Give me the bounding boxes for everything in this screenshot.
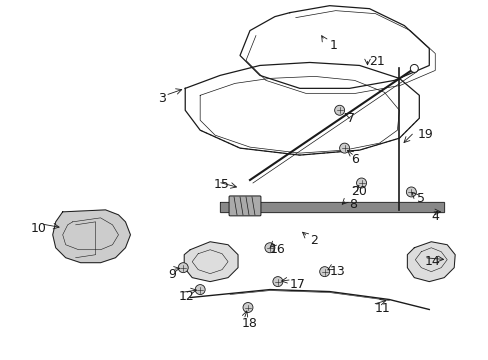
Circle shape: [339, 143, 349, 153]
Text: 12: 12: [178, 289, 194, 302]
Circle shape: [243, 302, 252, 312]
Text: 5: 5: [416, 192, 425, 205]
Circle shape: [409, 64, 417, 72]
Text: 17: 17: [289, 278, 305, 291]
Circle shape: [195, 285, 205, 294]
Text: 19: 19: [416, 128, 432, 141]
Circle shape: [406, 187, 415, 197]
Polygon shape: [53, 210, 130, 263]
Text: 1: 1: [329, 39, 337, 51]
Text: 9: 9: [168, 268, 176, 281]
Text: 18: 18: [242, 318, 257, 330]
Text: 21: 21: [369, 55, 385, 68]
Text: 15: 15: [214, 178, 229, 191]
Text: 2: 2: [309, 234, 317, 247]
Circle shape: [178, 263, 188, 273]
Polygon shape: [220, 202, 443, 212]
Text: 10: 10: [31, 222, 47, 235]
Text: 4: 4: [430, 210, 438, 223]
Text: 13: 13: [329, 265, 345, 278]
Text: 14: 14: [424, 255, 439, 268]
Text: 11: 11: [374, 302, 389, 315]
FancyBboxPatch shape: [228, 196, 261, 216]
Circle shape: [319, 267, 329, 276]
Circle shape: [334, 105, 344, 115]
Text: 3: 3: [158, 92, 166, 105]
Text: 7: 7: [346, 112, 354, 125]
Text: 20: 20: [351, 185, 366, 198]
Circle shape: [356, 178, 366, 188]
Text: 6: 6: [351, 153, 359, 166]
Text: 16: 16: [269, 243, 285, 256]
Polygon shape: [407, 242, 454, 282]
Circle shape: [272, 276, 282, 287]
Polygon shape: [184, 242, 238, 282]
Circle shape: [264, 243, 274, 253]
Text: 8: 8: [349, 198, 357, 211]
